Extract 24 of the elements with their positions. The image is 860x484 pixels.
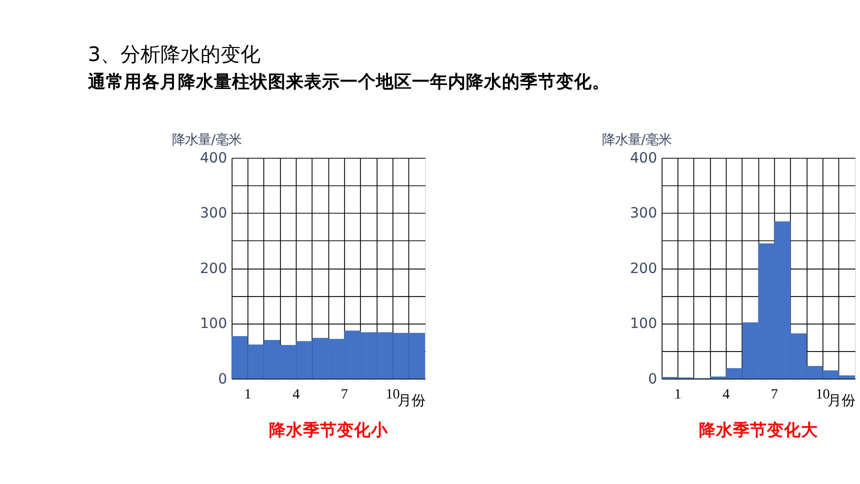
x-tick-label: 10 bbox=[816, 386, 830, 402]
y-tick-label: 100 bbox=[630, 316, 658, 332]
x-tick-label: 4 bbox=[722, 386, 730, 402]
x-tick-label: 1 bbox=[244, 386, 252, 402]
y-axis-title: 降水量/毫米 bbox=[172, 132, 242, 148]
y-tick-label: 0 bbox=[218, 371, 228, 388]
y-tick-label: 300 bbox=[200, 206, 228, 222]
y-tick-label: 200 bbox=[200, 260, 228, 277]
y-tick-label: 200 bbox=[630, 260, 658, 277]
y-tick-label: 100 bbox=[200, 316, 228, 332]
y-axis-title: 降水量/毫米 bbox=[602, 132, 672, 148]
x-tick-label: 4 bbox=[292, 386, 300, 402]
x-tick-label: 10 bbox=[386, 386, 400, 402]
x-tick-label: 7 bbox=[770, 386, 778, 402]
x-tick-label: 7 bbox=[340, 386, 348, 402]
text: 降水季节变化大 bbox=[698, 420, 819, 440]
y-tick-label: 400 bbox=[200, 150, 228, 166]
x-tick-label: 1 bbox=[674, 386, 682, 402]
y-tick-label: 0 bbox=[648, 371, 658, 388]
y-tick-label: 400 bbox=[630, 150, 658, 166]
chart-title: 3、分析降水的变化 bbox=[88, 42, 261, 66]
text: 降水季节变化小 bbox=[268, 420, 389, 440]
chart-subtitle: 通常用各月降水量柱状图来表示一个地区一年内降水的季节变化。 bbox=[86, 71, 610, 92]
y-tick-label: 300 bbox=[630, 206, 658, 222]
